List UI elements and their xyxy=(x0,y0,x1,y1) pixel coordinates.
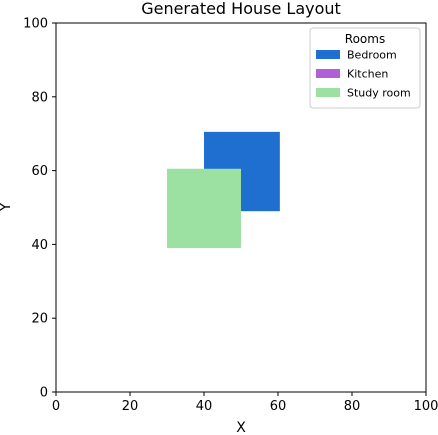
y-tick-label: 20 xyxy=(31,312,48,327)
y-tick-label: 100 xyxy=(23,17,48,32)
x-tick-label: 100 xyxy=(414,399,438,414)
legend-swatch-kitchen xyxy=(316,69,340,78)
y-tick-label: 40 xyxy=(31,238,48,253)
y-ticks: 0 20 40 60 80 100 xyxy=(23,17,56,401)
x-tick-label: 20 xyxy=(122,399,139,414)
legend: Rooms Bedroom Kitchen Study room xyxy=(309,27,421,109)
x-tick-label: 40 xyxy=(196,399,213,414)
y-tick-label: 80 xyxy=(31,90,48,105)
x-tick-label: 0 xyxy=(52,399,60,414)
room-study-room xyxy=(167,168,241,249)
legend-swatch-study-room xyxy=(316,88,340,97)
x-tick-label: 80 xyxy=(344,399,361,414)
legend-label-kitchen: Kitchen xyxy=(347,68,388,81)
x-tick-label: 60 xyxy=(270,399,287,414)
legend-items: Bedroom Kitchen Study room xyxy=(316,49,411,100)
legend-label-bedroom: Bedroom xyxy=(347,49,397,62)
x-axis-label: X xyxy=(236,420,246,435)
x-ticks: 0 20 40 60 80 100 xyxy=(52,392,438,414)
legend-title: Rooms xyxy=(345,32,385,46)
rooms-layer xyxy=(167,131,280,249)
legend-label-study-room: Study room xyxy=(347,87,411,100)
y-axis-label: Y xyxy=(0,202,14,212)
y-tick-label: 0 xyxy=(40,386,48,401)
chart-title: Generated House Layout xyxy=(141,0,341,18)
y-tick-label: 60 xyxy=(31,164,48,179)
legend-swatch-bedroom xyxy=(316,50,340,59)
